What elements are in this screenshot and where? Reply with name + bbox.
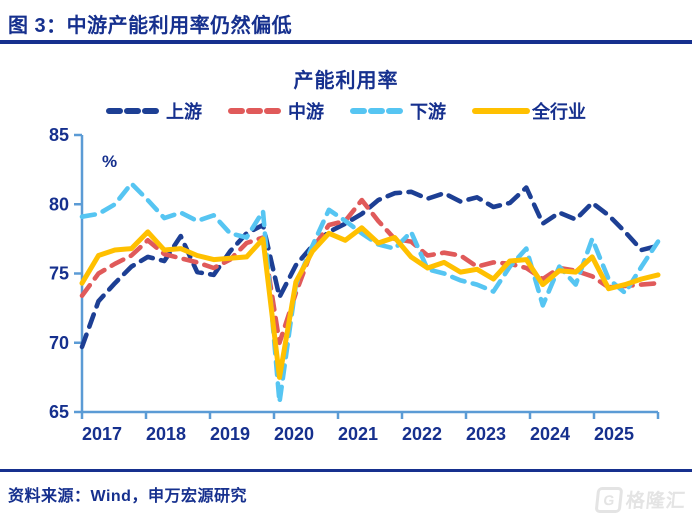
legend-label-downstream: 下游	[410, 102, 446, 122]
legend-label-upstream: 上游	[166, 102, 202, 122]
legend-item-midstream: 中游	[228, 98, 324, 124]
svg-text:2017: 2017	[82, 424, 122, 444]
upstream-line-swatch-icon	[106, 108, 164, 114]
legend-item-upstream: 上游	[106, 98, 202, 124]
footer-divider	[0, 469, 692, 472]
chart-title: 产能利用率	[293, 70, 399, 92]
title-divider	[0, 40, 692, 44]
plot-area: 65 70 75 80 85 2017 2018 2019 2020 2021 2022 2023 20…	[0, 122, 692, 462]
svg-text:2025: 2025	[594, 424, 634, 444]
legend-label-all-industry: 全行业	[532, 102, 586, 122]
all-industry-line-swatch-icon	[472, 108, 530, 114]
legend-label-midstream: 中游	[288, 102, 324, 122]
svg-text:%: %	[102, 152, 117, 171]
svg-text:85: 85	[49, 125, 69, 145]
watermark-text: 格隆汇	[624, 491, 687, 512]
data-source: 资料来源：Wind，申万宏源研究	[8, 488, 247, 505]
legend-item-all-industry: 全行业	[472, 98, 586, 124]
capacity-utilization-chart: 65 70 75 80 85 2017 2018 2019 2020 2021 2022 2023 20…	[49, 125, 661, 444]
svg-text:80: 80	[49, 194, 69, 214]
downstream-line-swatch-icon	[350, 108, 408, 114]
watermark: G 格隆汇	[594, 486, 688, 513]
legend-item-downstream: 下游	[350, 98, 446, 124]
svg-text:65: 65	[49, 402, 69, 422]
svg-text:2023: 2023	[466, 424, 506, 444]
svg-text:75: 75	[49, 264, 69, 284]
figure-title: 图 3：中游产能利用率仍然偏低	[8, 15, 293, 37]
midstream-line-swatch-icon	[228, 108, 286, 114]
svg-text:2022: 2022	[402, 424, 442, 444]
svg-text:2018: 2018	[146, 424, 186, 444]
chart-legend: 上游 中游 下游 全行业	[0, 98, 692, 124]
svg-text:2020: 2020	[274, 424, 314, 444]
svg-text:70: 70	[49, 333, 69, 353]
svg-text:2021: 2021	[338, 424, 378, 444]
figure-header: 图 3：中游产能利用率仍然偏低	[0, 0, 692, 44]
gelonghui-logo-icon: G	[594, 486, 624, 513]
svg-text:2019: 2019	[210, 424, 250, 444]
svg-text:2024: 2024	[530, 424, 570, 444]
